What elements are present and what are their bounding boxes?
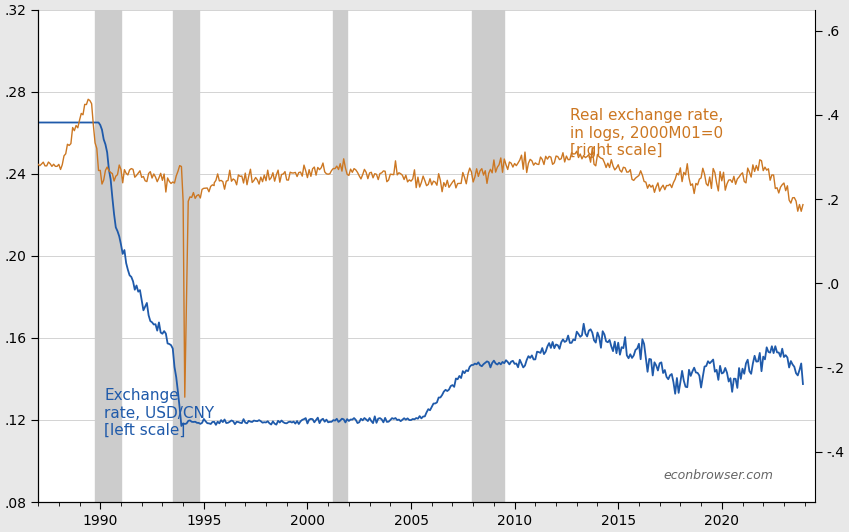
Bar: [172, 10, 199, 502]
Bar: [334, 10, 347, 502]
Text: econbrowser.com: econbrowser.com: [664, 469, 773, 483]
Text: Real exchange rate,
in logs, 2000M01=0
[right scale]: Real exchange rate, in logs, 2000M01=0 […: [571, 108, 723, 158]
Bar: [95, 10, 121, 502]
Bar: [471, 10, 504, 502]
Text: Exchange
rate, USD/CNY
[left scale]: Exchange rate, USD/CNY [left scale]: [104, 388, 214, 438]
